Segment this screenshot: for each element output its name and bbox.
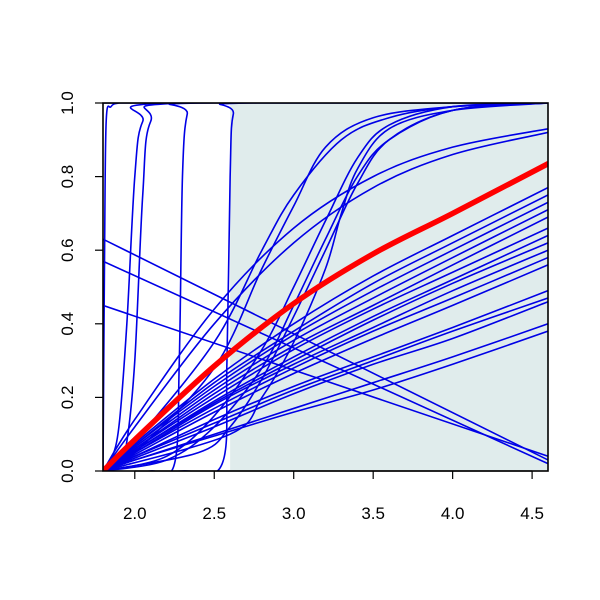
series-line-ensemble-29 bbox=[103, 300, 548, 471]
series-line-ensemble-33 bbox=[103, 260, 548, 465]
x-tick-label-2: 3.0 bbox=[282, 504, 306, 523]
series-line-ensemble-21 bbox=[103, 227, 548, 471]
series-line-ensemble-12 bbox=[103, 103, 548, 471]
series-line-ensemble-31 bbox=[103, 330, 548, 471]
shaded-region bbox=[230, 103, 548, 471]
series-line-ensemble-16 bbox=[103, 186, 548, 471]
series-line-ensemble-3 bbox=[103, 103, 548, 471]
axes: 2.0 2.5 3.0 3.5 4.0 4.5 0.0 0.2 0.4 0.6 0.8 1.0 bbox=[58, 91, 549, 523]
series-line-ensemble-18 bbox=[103, 201, 548, 471]
x-tick-label-5: 4.5 bbox=[520, 504, 544, 523]
series-line-ensemble-19 bbox=[103, 208, 548, 471]
x-tick-label-0: 2.0 bbox=[123, 504, 147, 523]
y-tick-label-5: 1.0 bbox=[58, 91, 77, 115]
plot-area bbox=[103, 103, 548, 471]
series-line-ensemble-14 bbox=[103, 103, 548, 471]
y-tick-label-0: 0.0 bbox=[58, 459, 77, 483]
series-line-ensemble-32 bbox=[103, 238, 548, 461]
series-line-highlight-0 bbox=[103, 160, 548, 471]
series-line-ensemble-28 bbox=[103, 297, 548, 471]
series-line-ensemble-6 bbox=[103, 103, 548, 471]
series-line-ensemble-8 bbox=[103, 127, 548, 471]
y-tick-label-2: 0.4 bbox=[58, 312, 77, 336]
x-tick-label-1: 2.5 bbox=[202, 504, 226, 523]
series-line-ensemble-9 bbox=[103, 131, 548, 471]
series-line-ensemble-25 bbox=[103, 256, 548, 471]
series-line-ensemble-4 bbox=[103, 103, 548, 471]
y-tick-label-3: 0.6 bbox=[58, 238, 77, 262]
y-tick-label-1: 0.2 bbox=[58, 386, 77, 410]
x-tick-label-4: 4.0 bbox=[441, 504, 465, 523]
series-line-ensemble-7 bbox=[103, 103, 548, 471]
x-tick-label-3: 3.5 bbox=[361, 504, 385, 523]
series-line-ensemble-34 bbox=[103, 304, 548, 458]
y-tick-label-4: 0.8 bbox=[58, 165, 77, 189]
series-line-ensemble-23 bbox=[103, 242, 548, 471]
